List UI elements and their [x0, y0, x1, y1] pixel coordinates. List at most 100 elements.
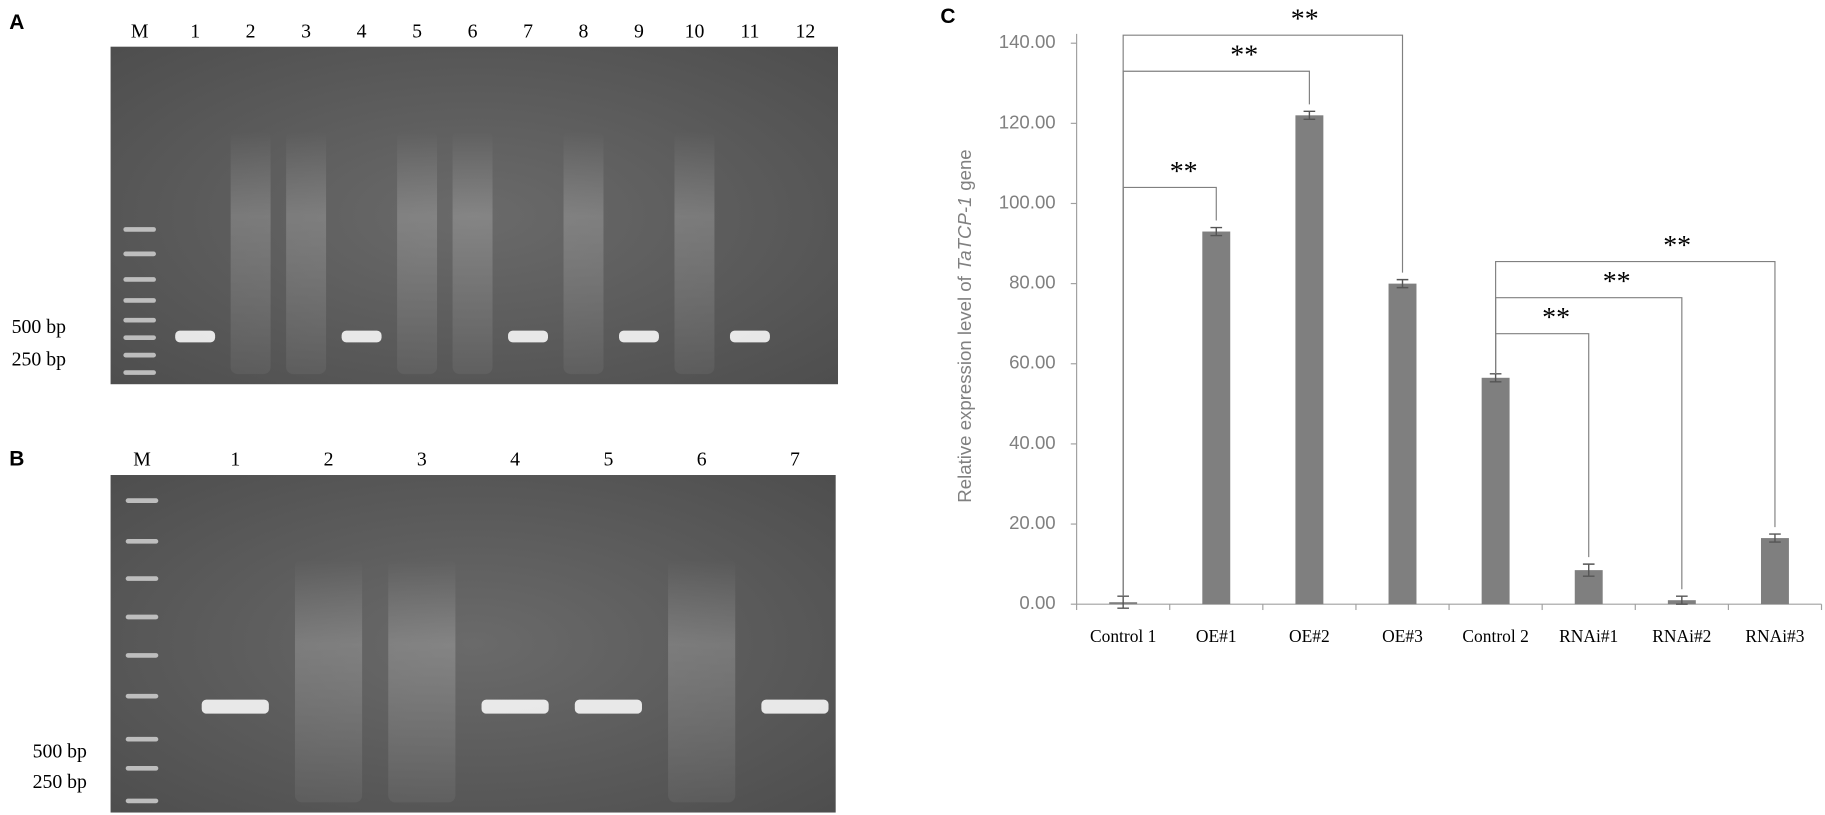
- lane-label: 7: [523, 20, 533, 42]
- dna-band: [481, 699, 549, 714]
- x-tick-label: RNAi#2: [1652, 626, 1711, 646]
- marker-label: 250 bp: [33, 771, 87, 793]
- lane-label: 4: [357, 20, 367, 42]
- lane-label: 3: [417, 449, 427, 471]
- x-tick-label: OE#2: [1289, 626, 1330, 646]
- significance-bracket: [1495, 261, 1776, 528]
- marker-label: 250 bp: [12, 348, 66, 370]
- lane-label: 7: [790, 449, 800, 471]
- significance-label: **: [1542, 302, 1570, 333]
- bar: [1760, 538, 1789, 605]
- ladder-band: [125, 539, 159, 544]
- lane-label: 2: [246, 20, 256, 42]
- bar: [1481, 377, 1510, 605]
- dna-band: [729, 330, 770, 343]
- significance-label: **: [1291, 4, 1319, 35]
- smear: [388, 559, 456, 803]
- lane-label: M: [133, 449, 151, 471]
- y-axis-title-part: TaTCP-1: [954, 197, 975, 271]
- error-bar: [1582, 563, 1595, 577]
- lane-label: 6: [468, 20, 478, 42]
- error-bar: [1210, 226, 1223, 237]
- ladder-band: [123, 277, 156, 282]
- ladder-band: [123, 370, 156, 375]
- bar: [1202, 231, 1231, 605]
- panel-letter: B: [9, 447, 24, 470]
- error-bar: [1396, 278, 1409, 289]
- x-tick-label: Control 2: [1462, 626, 1528, 646]
- lane-label: 2: [324, 449, 334, 471]
- dna-band: [341, 330, 382, 343]
- x-tick-label: OE#1: [1196, 626, 1237, 646]
- y-tick-label: 40.00: [1009, 432, 1056, 453]
- x-tick-label: RNAi#1: [1559, 626, 1618, 646]
- dna-band: [508, 330, 548, 343]
- ladder-band: [125, 765, 159, 771]
- ladder-band: [123, 317, 156, 323]
- significance-label: **: [1603, 266, 1631, 297]
- error-bar: [1489, 373, 1502, 383]
- significance-bracket: [1122, 34, 1404, 597]
- ladder-band: [123, 298, 156, 303]
- error-bar: [1769, 533, 1781, 543]
- ladder-band: [123, 227, 156, 232]
- y-tick-label: 140.00: [999, 31, 1056, 52]
- marker-label: 500 bp: [33, 741, 87, 763]
- smear: [294, 559, 363, 803]
- lane-label: 1: [230, 449, 240, 471]
- y-tick-label: 60.00: [1009, 352, 1056, 373]
- dna-band: [175, 330, 216, 343]
- significance-label: **: [1230, 40, 1258, 71]
- smear: [230, 131, 271, 375]
- error-bar: [1303, 110, 1316, 121]
- error-bar: [1676, 595, 1688, 605]
- smear: [452, 131, 493, 375]
- lane-label: 5: [412, 20, 422, 42]
- x-tick-label: Control 1: [1090, 626, 1156, 646]
- x-tick-label: RNAi#3: [1745, 626, 1804, 646]
- smear: [563, 131, 604, 375]
- smear: [286, 131, 327, 375]
- lane-label: 12: [796, 20, 816, 42]
- y-tick-label: 20.00: [1009, 512, 1056, 533]
- significance-label: **: [1663, 230, 1691, 261]
- lane-label: 6: [697, 449, 707, 471]
- lane-label: M: [131, 20, 149, 42]
- lane-label: 8: [579, 20, 589, 42]
- lane-label: 1: [190, 20, 200, 42]
- panel-letter: A: [9, 11, 24, 34]
- y-tick-label: 80.00: [1009, 272, 1056, 293]
- ladder-band: [125, 736, 159, 742]
- y-tick-label: 120.00: [999, 111, 1056, 132]
- y-axis-title: Relative expression level of TaTCP-1 gene: [954, 149, 975, 502]
- ladder-band: [123, 335, 156, 340]
- smear: [397, 131, 438, 375]
- y-tick-label: 100.00: [999, 191, 1056, 212]
- ladder-band: [125, 576, 159, 581]
- dna-band: [619, 330, 659, 343]
- ladder-band: [123, 251, 156, 257]
- bar: [1388, 283, 1417, 605]
- dna-band: [574, 699, 642, 714]
- ladder-band: [125, 693, 159, 699]
- ladder-band: [125, 653, 159, 658]
- x-tick-label: OE#3: [1382, 626, 1423, 646]
- dna-band: [201, 699, 269, 714]
- significance-label: **: [1170, 156, 1198, 187]
- ladder-band: [125, 614, 159, 620]
- dna-band: [761, 699, 829, 714]
- lane-label: 4: [510, 449, 520, 471]
- lane-label: 3: [301, 20, 311, 42]
- y-axis-title-part: gene: [954, 149, 975, 190]
- marker-label: 500 bp: [12, 316, 66, 338]
- bar: [1295, 115, 1324, 605]
- smear: [668, 559, 736, 803]
- lane-label: 5: [603, 449, 613, 471]
- smear: [674, 131, 715, 375]
- y-axis-title-part: Relative expression level of: [954, 275, 975, 502]
- lane-label: 11: [740, 20, 759, 42]
- ladder-band: [125, 798, 159, 804]
- panel-letter: C: [940, 5, 955, 28]
